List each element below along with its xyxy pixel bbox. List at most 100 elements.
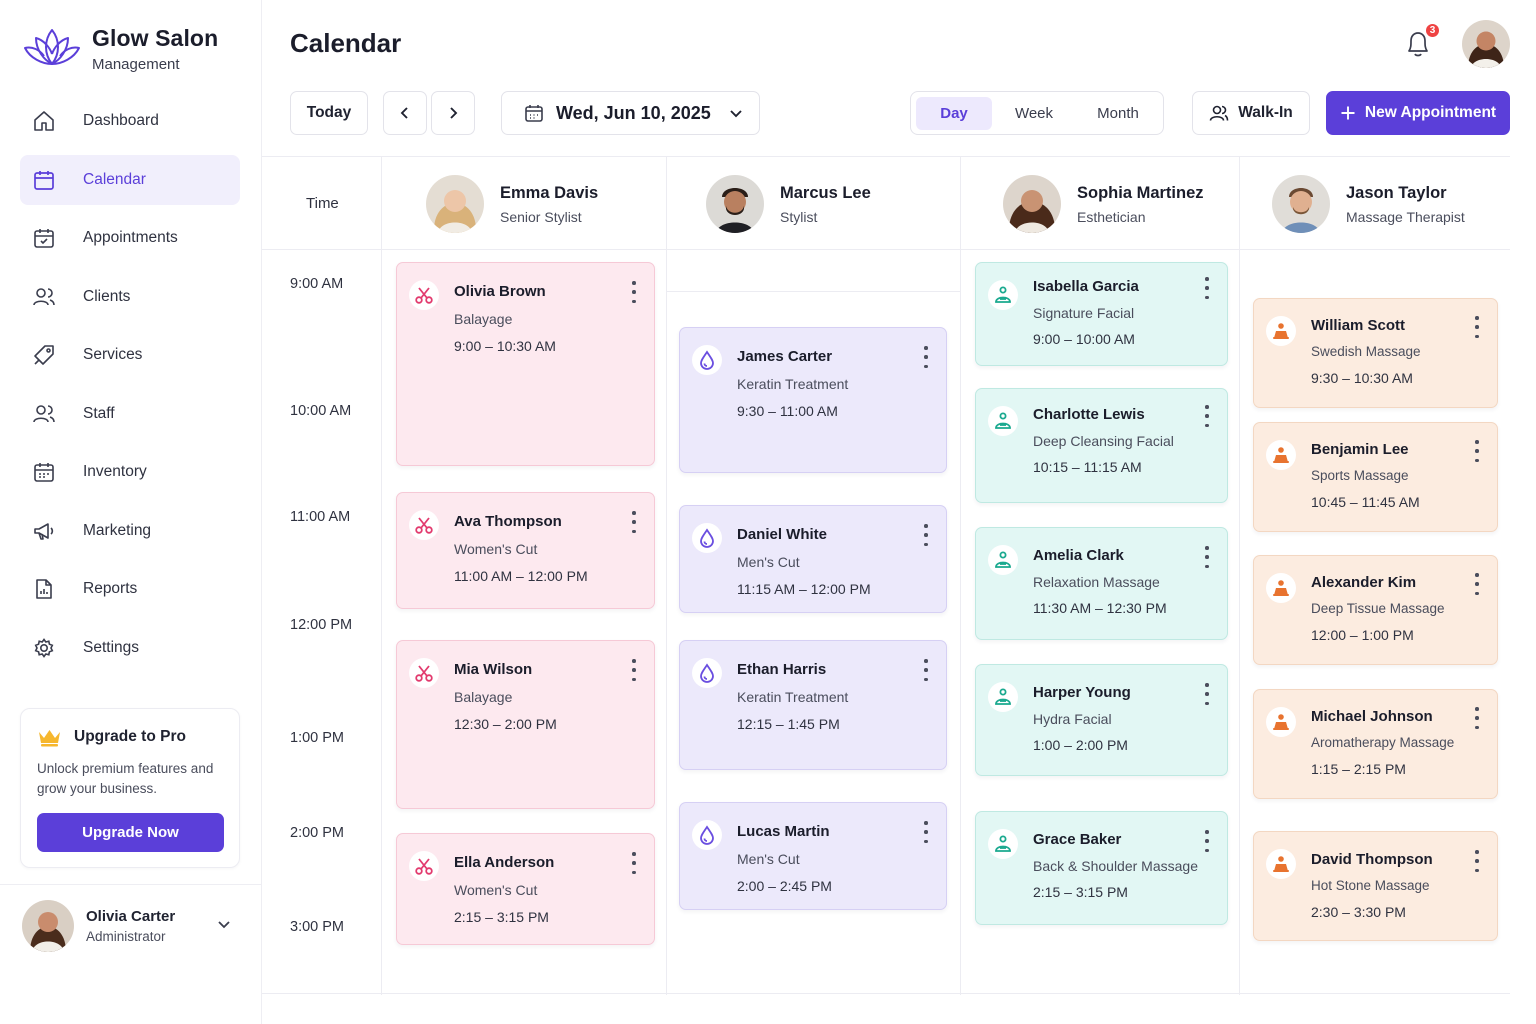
appointment-card[interactable]: Harper Young Hydra Facial 1:00 – 2:00 PM [975,664,1228,776]
date-picker[interactable]: Wed, Jun 10, 2025 [501,91,760,135]
sidebar-item-label: Appointments [83,229,178,246]
more-options-icon[interactable] [630,281,638,303]
chevron-right-icon [450,107,458,119]
staff-header-marcus[interactable]: Marcus Lee Stylist [706,175,871,233]
appointment-time: 11:15 AM – 12:00 PM [737,581,871,597]
more-options-icon[interactable] [1473,573,1481,595]
avatar [22,900,74,952]
appointment-card[interactable]: William Scott Swedish Massage 9:30 – 10:… [1253,298,1498,408]
upgrade-now-button[interactable]: Upgrade Now [37,813,224,852]
user-profile[interactable]: Olivia Carter Administrator [22,900,242,952]
appointment-card[interactable]: Olivia Brown Balayage 9:00 – 10:30 AM [396,262,655,466]
service-name: Hydra Facial [1033,711,1112,727]
sidebar-item-label: Dashboard [83,112,159,129]
user-role: Administrator [86,929,166,944]
previous-day-button[interactable] [383,91,427,135]
lotus-logo-icon [24,29,80,65]
appointment-time: 11:00 AM – 12:00 PM [454,568,588,584]
users-icon [32,285,56,309]
appointment-card[interactable]: Benjamin Lee Sports Massage 10:45 – 11:4… [1253,422,1498,532]
service-name: Signature Facial [1033,305,1135,321]
staff-role: Esthetician [1077,208,1146,225]
appointment-card[interactable]: Amelia Clark Relaxation Massage 11:30 AM… [975,527,1228,640]
sidebar-item-reports[interactable]: Reports [20,564,240,614]
sidebar-item-settings[interactable]: Settings [20,623,240,673]
more-options-icon[interactable] [922,524,930,546]
more-options-icon[interactable] [630,511,638,533]
staff-header-emma[interactable]: Emma Davis Senior Stylist [426,175,598,233]
avatar[interactable] [1462,20,1510,68]
time-label: 1:00 PM [290,730,344,746]
sidebar-item-calendar[interactable]: Calendar [20,154,240,205]
service-name: Swedish Massage [1311,344,1421,359]
tab-month[interactable]: Month [1097,105,1139,122]
sidebar-item-inventory[interactable]: Inventory [20,447,240,497]
sidebar-item-clients[interactable]: Clients [20,272,240,322]
sidebar-item-dashboard[interactable]: Dashboard [20,96,240,146]
more-options-icon[interactable] [1203,683,1211,705]
appointment-card[interactable]: Daniel White Men's Cut 11:15 AM – 12:00 … [679,505,947,613]
appointment-time: 2:30 – 3:30 PM [1311,904,1406,920]
appointment-time: 2:00 – 2:45 PM [737,878,832,894]
spa-icon [988,682,1018,712]
appointment-card[interactable]: Alexander Kim Deep Tissue Massage 12:00 … [1253,555,1498,665]
massage-icon [1266,849,1296,879]
appointment-card[interactable]: Lucas Martin Men's Cut 2:00 – 2:45 PM [679,802,947,910]
chevron-down-icon[interactable] [216,916,232,937]
column-divider [960,157,961,995]
more-options-icon[interactable] [1473,440,1481,462]
sidebar-item-marketing[interactable]: Marketing [20,506,240,556]
bell-icon[interactable] [1403,28,1433,60]
appointment-card[interactable]: Ethan Harris Keratin Treatment 12:15 – 1… [679,640,947,770]
new-appointment-button[interactable]: New Appointment [1326,91,1510,135]
tab-day[interactable]: Day [916,97,992,130]
next-day-button[interactable] [431,91,475,135]
sidebar-item-staff[interactable]: Staff [20,389,240,439]
more-options-icon[interactable] [1203,405,1211,427]
more-options-icon[interactable] [1203,830,1211,852]
more-options-icon[interactable] [922,346,930,368]
appointment-card[interactable]: Grace Baker Back & Shoulder Massage 2:15… [975,811,1228,925]
client-name: Olivia Brown [454,283,546,300]
appointment-card[interactable]: David Thompson Hot Stone Massage 2:30 – … [1253,831,1498,941]
sidebar-item-appointments[interactable]: Appointments [20,213,240,263]
client-name: Grace Baker [1033,831,1122,848]
walk-in-button[interactable]: Walk-In [1192,91,1310,135]
appointment-card[interactable]: Ava Thompson Women's Cut 11:00 AM – 12:0… [396,492,655,609]
appointment-card[interactable]: Mia Wilson Balayage 12:30 – 2:00 PM [396,640,655,809]
tag-icon [32,343,56,367]
sidebar-item-services[interactable]: Services [20,330,240,380]
chevron-left-icon [400,107,408,119]
staff-header-sophia[interactable]: Sophia Martinez Esthetician [1003,175,1204,233]
more-options-icon[interactable] [1203,546,1211,568]
tab-week[interactable]: Week [1014,105,1054,122]
service-name: Balayage [454,689,513,705]
staff-header-jason[interactable]: Jason Taylor Massage Therapist [1272,175,1465,233]
more-options-icon[interactable] [1473,850,1481,872]
spa-icon [988,829,1018,859]
appointment-card[interactable]: Michael Johnson Aromatherapy Massage 1:1… [1253,689,1498,799]
appointment-card[interactable]: Charlotte Lewis Deep Cleansing Facial 10… [975,388,1228,503]
brand[interactable]: Glow Salon Management [22,24,218,74]
more-options-icon[interactable] [630,852,638,874]
client-name: Ava Thompson [454,513,562,530]
sidebar-nav: Dashboard Calendar Appointments Clients … [20,96,240,681]
appointment-card[interactable]: Isabella Garcia Signature Facial 9:00 – … [975,262,1228,366]
more-options-icon[interactable] [630,659,638,681]
gear-icon [32,636,56,660]
droplet-icon [692,820,722,850]
more-options-icon[interactable] [1473,707,1481,729]
more-options-icon[interactable] [1203,277,1211,299]
spa-icon [988,406,1018,436]
appointment-card[interactable]: Ella Anderson Women's Cut 2:15 – 3:15 PM [396,833,655,945]
more-options-icon[interactable] [1473,316,1481,338]
appointment-time: 2:15 – 3:15 PM [454,909,549,925]
appointment-card[interactable]: James Carter Keratin Treatment 9:30 – 11… [679,327,947,473]
today-button[interactable]: Today [290,91,368,135]
avatar [426,175,484,233]
staff-name: Jason Taylor [1346,183,1447,202]
more-options-icon[interactable] [922,821,930,843]
more-options-icon[interactable] [922,659,930,681]
appointment-time: 10:15 – 11:15 AM [1033,459,1142,475]
sidebar-item-label: Services [83,346,143,363]
